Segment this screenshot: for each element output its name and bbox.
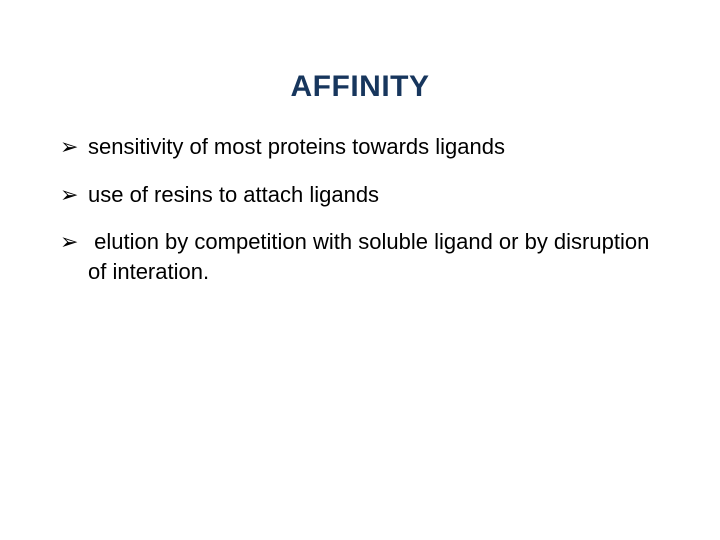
bullet-icon: ➢ xyxy=(60,227,88,257)
bullet-icon: ➢ xyxy=(60,180,88,210)
list-item: ➢ elution by competition with soluble li… xyxy=(60,227,660,286)
list-item-text: use of resins to attach ligands xyxy=(88,182,379,207)
list-item: ➢sensitivity of most proteins towards li… xyxy=(60,132,660,162)
list-item: ➢use of resins to attach ligands xyxy=(60,180,660,210)
list-item-text: elution by competition with soluble liga… xyxy=(88,229,649,284)
bullet-icon: ➢ xyxy=(60,132,88,162)
slide: AFFINITY ➢sensitivity of most proteins t… xyxy=(0,0,720,540)
slide-title: AFFINITY xyxy=(60,70,660,104)
list-item-text: sensitivity of most proteins towards lig… xyxy=(88,134,505,159)
bullet-list: ➢sensitivity of most proteins towards li… xyxy=(60,132,660,287)
